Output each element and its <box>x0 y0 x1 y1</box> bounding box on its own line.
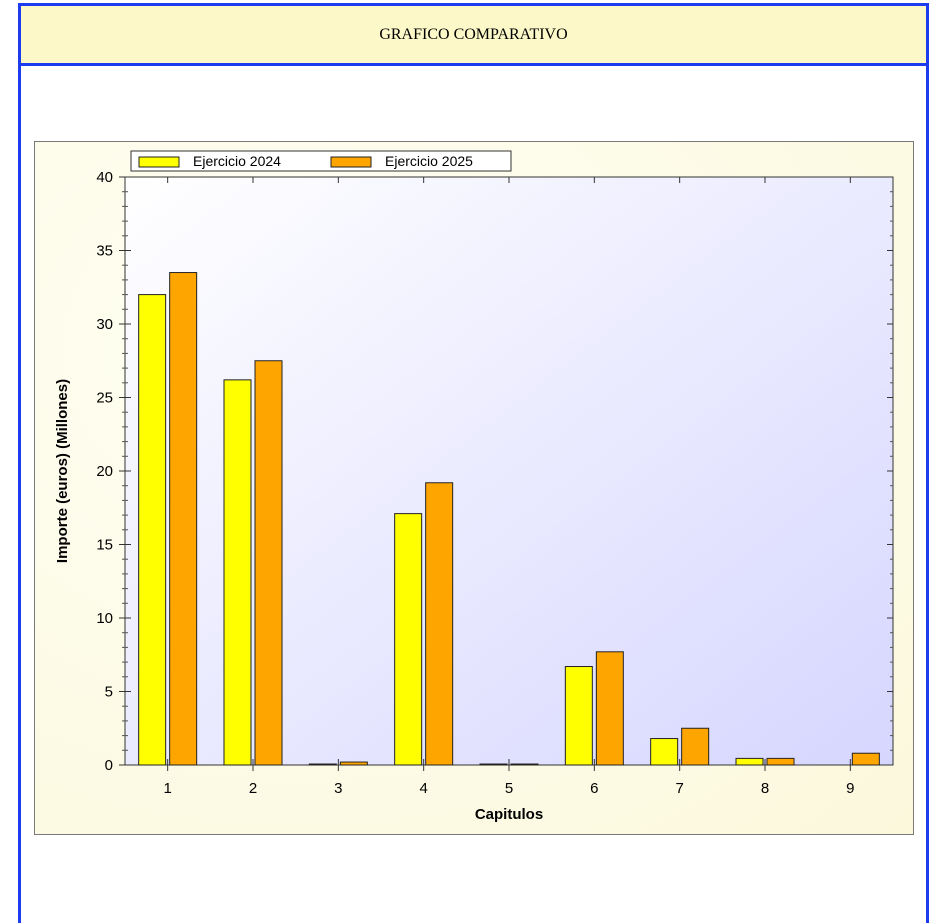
bar-2-6 <box>595 651 624 766</box>
bar-2-2 <box>254 360 283 766</box>
x-tick-label: 6 <box>590 780 598 797</box>
x-tick-label: 8 <box>761 780 769 797</box>
bar-1-3 <box>308 763 337 766</box>
bar-2-5 <box>510 763 539 766</box>
x-tick-label: 5 <box>505 780 513 797</box>
y-tick-label: 20 <box>96 463 113 480</box>
bar-chart: 0 5 10 15 20 25 30 35 40 1 2 3 4 5 6 7 8 9 Capitulos Impo… <box>54 150 894 823</box>
bar-2-8 <box>766 757 795 766</box>
x-axis-label: Capitulos <box>475 806 543 823</box>
x-tick-label: 1 <box>163 780 171 797</box>
y-tick-label: 5 <box>105 684 113 701</box>
bar-1-2 <box>223 379 252 766</box>
bar-2-3 <box>339 761 368 766</box>
legend: Ejercicio 2024 Ejercicio 2025 <box>130 150 512 172</box>
y-tick-label: 10 <box>96 610 113 627</box>
y-tick-label: 30 <box>96 316 113 333</box>
page-title: GRAFICO COMPARATIVO <box>379 25 568 43</box>
bar-2-4 <box>425 482 454 766</box>
x-tick-label: 9 <box>846 780 854 797</box>
chart-panel: 0 5 10 15 20 25 30 35 40 1 2 3 4 5 6 7 8 9 Capitulos Impo… <box>34 141 914 835</box>
bar-2-1 <box>169 272 198 766</box>
page-header: GRAFICO COMPARATIVO <box>21 6 926 66</box>
legend-swatch-1 <box>138 156 180 168</box>
bar-1-8 <box>735 757 764 766</box>
bar-1-4 <box>394 513 423 766</box>
y-tick-label: 35 <box>96 243 113 260</box>
legend-entry-1: Ejercicio 2024 <box>193 153 281 169</box>
bar-1-1 <box>138 294 167 766</box>
bar-2-7 <box>681 727 710 766</box>
bar-1-5 <box>479 763 508 766</box>
legend-entry-2: Ejercicio 2025 <box>385 153 473 169</box>
x-tick-label: 3 <box>334 780 342 797</box>
bar-1-6 <box>564 666 593 766</box>
y-axis-label: Importe (euros) (Millones) <box>54 379 71 563</box>
y-tick-label: 25 <box>96 390 113 407</box>
bar-2-9 <box>851 752 880 766</box>
y-tick-label: 40 <box>96 169 113 186</box>
legend-swatch-2 <box>330 156 372 168</box>
x-tick-label: 2 <box>249 780 257 797</box>
x-tick-label: 7 <box>675 780 683 797</box>
legend-box <box>130 150 512 172</box>
x-tick-label: 4 <box>419 780 427 797</box>
bar-1-7 <box>650 738 679 766</box>
y-tick-label: 15 <box>96 537 113 554</box>
y-tick-label: 0 <box>105 757 113 774</box>
